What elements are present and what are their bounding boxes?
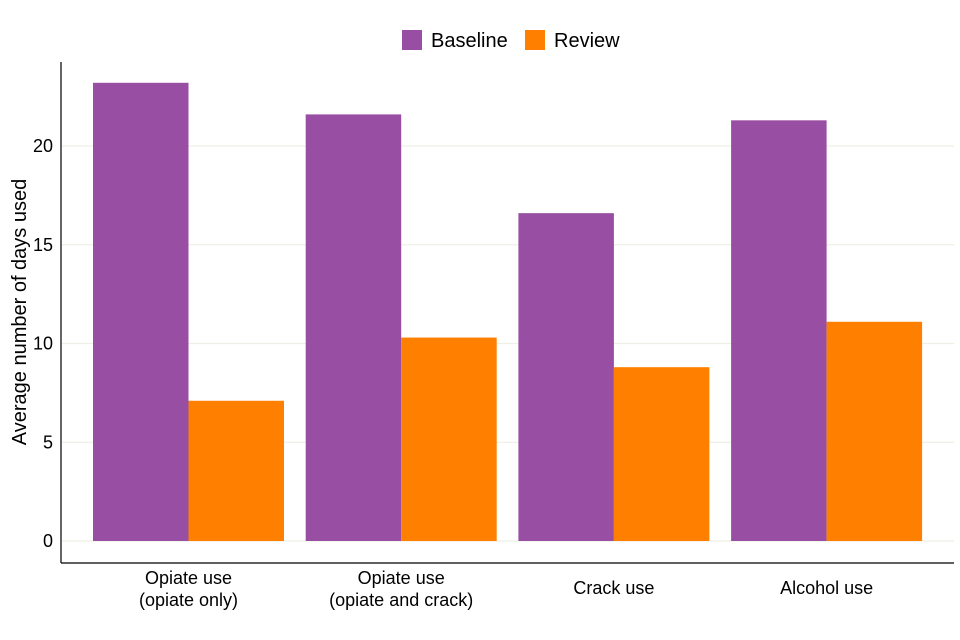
- bars: [93, 82, 923, 542]
- x-tick-label: Alcohol use: [780, 578, 873, 598]
- x-tick-label-line: (opiate and crack): [329, 590, 473, 610]
- bar-review-3: [826, 321, 923, 541]
- legend-swatch-review: [525, 30, 545, 50]
- y-tick-label: 5: [43, 432, 53, 452]
- y-tick-label: 15: [33, 235, 53, 255]
- x-tick-label: Opiate use (opiate and crack): [329, 568, 473, 610]
- bar-review-0: [188, 400, 284, 541]
- y-axis-title: Average number of days used: [9, 179, 31, 445]
- bar-baseline-3: [731, 120, 827, 541]
- x-tick-label-line: Crack use: [573, 578, 654, 598]
- legend-swatch-baseline: [402, 30, 422, 50]
- y-tick-label: 20: [33, 136, 53, 156]
- bar-review-1: [401, 337, 497, 541]
- bar-baseline-0: [93, 82, 189, 542]
- bar-review-2: [613, 367, 710, 541]
- legend-label-baseline: Baseline: [431, 30, 508, 52]
- axes: [60, 62, 954, 564]
- y-tick-label: 10: [33, 334, 53, 354]
- x-tick-label-line: Alcohol use: [780, 578, 873, 598]
- x-tick-label: Opiate use (opiate only): [139, 568, 238, 610]
- x-tick-label: Crack use: [573, 578, 654, 598]
- x-tick-label-line: Opiate use: [358, 568, 445, 588]
- legend-label-review: Review: [554, 30, 620, 52]
- x-tick-label-line: Opiate use: [145, 568, 232, 588]
- legend: Baseline Review: [402, 30, 620, 52]
- x-tick-label-line: (opiate only): [139, 590, 238, 610]
- y-ticks: 0 5 10 15 20: [33, 136, 53, 551]
- bar-baseline-2: [518, 213, 614, 541]
- bar-baseline-1: [305, 114, 402, 542]
- y-tick-label: 0: [43, 531, 53, 551]
- x-tick-labels: Opiate use (opiate only)Opiate use (opiate…: [139, 568, 873, 610]
